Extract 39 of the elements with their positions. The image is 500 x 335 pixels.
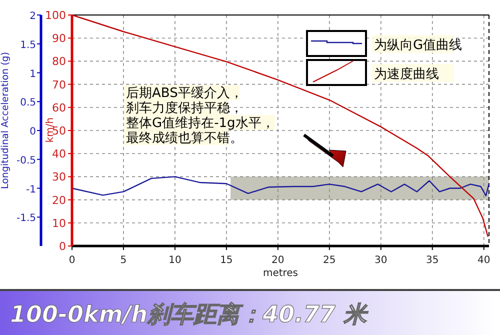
legend-label: 为速度曲线 (374, 66, 439, 82)
y2-tick-label: 50 (52, 124, 66, 138)
annotation: 刹车力度保持平稳， (126, 100, 243, 116)
y2-tick-label: 40 (52, 148, 66, 161)
y-tick-label: 1.5 (20, 40, 36, 51)
y2-tick-label: 90 (52, 32, 66, 46)
y2-tick-label: 10 (52, 216, 66, 230)
x-tick-label: 35 (426, 255, 439, 266)
y-tick-label: -1 (26, 184, 36, 196)
y-tick-label: -0.5 (16, 155, 36, 166)
y2-tick-label: 30 (52, 170, 66, 184)
annotation: 最终成绩也算不错。 (126, 131, 243, 146)
x-tick-label: 10 (168, 255, 182, 266)
y2-tick-label: 60 (52, 101, 66, 114)
y2-tick-label: 20 (52, 194, 66, 207)
x-tick-label: 20 (272, 255, 284, 266)
annotation: 后期ABS平缓介入， (126, 86, 243, 101)
line-series (71, 14, 489, 238)
y2-tick-label: 0 (59, 240, 66, 253)
annotation: 整体G值维持在-1g水平， (126, 116, 274, 131)
y2-tick-label: 80 (52, 55, 66, 68)
x-axis-title: metres (262, 268, 298, 279)
y-tick-label: 2 (30, 11, 36, 22)
line-series (71, 176, 490, 196)
y-tick-label: 0.5 (20, 98, 36, 109)
x-tick-label: 0 (68, 255, 76, 266)
y-axis-title: Longitudinal Acceleration (g) (0, 52, 11, 190)
x-tick-label: 5 (120, 255, 127, 266)
text: 100-0km/h刹车距离：40.77 米 (10, 301, 368, 328)
y2-tick-label: 100 (45, 9, 66, 22)
x-tick-label: 40 (477, 255, 490, 266)
y-tick-label: 0 (30, 126, 36, 138)
x-tick-label: 15 (220, 255, 233, 266)
y2-tick-label: 70 (52, 78, 66, 92)
legend-label: 为纵向G值曲线 (374, 38, 462, 53)
y-tick-label: -1.5 (16, 213, 36, 224)
y-tick-label: 1 (30, 68, 36, 80)
x-tick-label: 30 (374, 255, 388, 266)
x-tick-label: 25 (323, 255, 336, 266)
